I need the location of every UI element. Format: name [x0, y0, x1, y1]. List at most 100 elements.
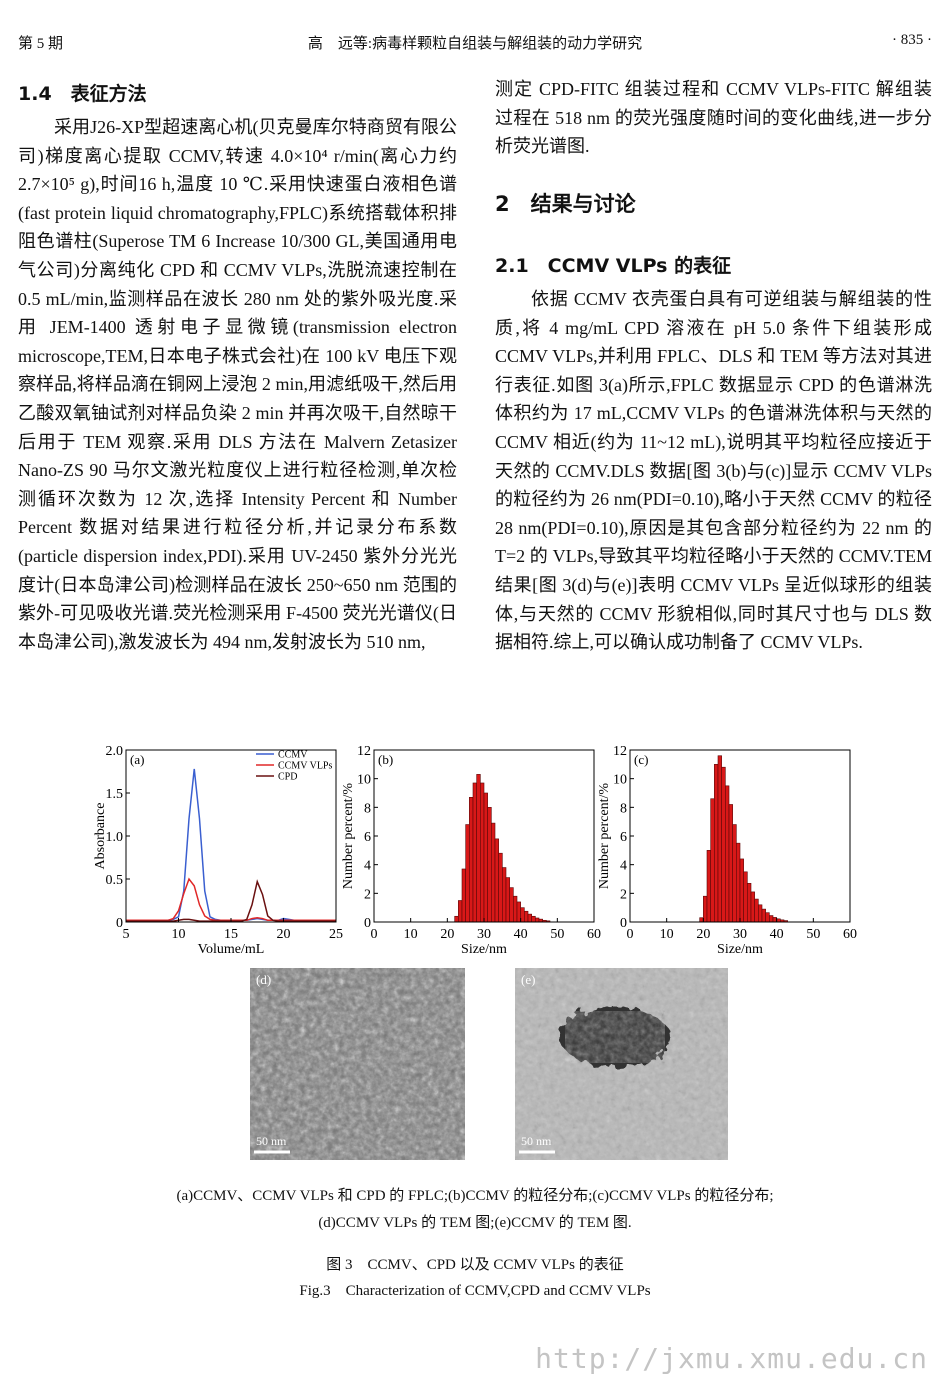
- bar: [535, 917, 540, 923]
- x-tick-label: 25: [329, 927, 343, 942]
- caption-panels: (d)CCMV VLPs 的 TEM 图;(e)CCMV 的 TEM 图.: [318, 1215, 632, 1231]
- bar: [458, 900, 463, 923]
- bar: [491, 822, 496, 923]
- data-line: [126, 877, 336, 922]
- paragraph: 测定 CPD-FITC 组装过程和 CCMV VLPs-FITC 解组装过程在 …: [495, 79, 932, 157]
- caption-title-cn: 图 3 CCMV、CPD 以及 CCMV VLPs 的表征: [326, 1257, 624, 1273]
- x-axis-label: Size/nm: [717, 942, 763, 957]
- bar: [765, 912, 770, 923]
- scale-label: 50 nm: [256, 1134, 287, 1148]
- bar: [747, 883, 752, 923]
- bar: [480, 782, 485, 923]
- x-tick-label: 20: [440, 927, 454, 942]
- bar: [509, 887, 514, 923]
- x-tick-label: 15: [224, 927, 238, 942]
- x-tick-label: 40: [514, 927, 528, 942]
- bar: [461, 868, 466, 923]
- section-heading: 1.4 表征方法: [18, 83, 147, 105]
- y-tick-label: 4: [364, 859, 371, 874]
- bar: [750, 891, 755, 923]
- bar: [476, 774, 481, 923]
- bar: [502, 867, 507, 923]
- bar: [772, 917, 777, 923]
- y-axis-label: Number percent/%: [597, 783, 612, 889]
- bar: [520, 907, 525, 923]
- subsection-heading: 2.1 CCMV VLPs 的表征: [495, 255, 732, 277]
- bar: [769, 915, 774, 923]
- y-tick-label: 2: [364, 887, 371, 902]
- y-tick-label: 1.0: [106, 830, 124, 845]
- y-tick-label: 0.5: [106, 873, 124, 888]
- y-tick-label: 2.0: [106, 744, 124, 759]
- y-axis-label: Number percent/%: [341, 783, 356, 889]
- bar: [754, 898, 759, 923]
- y-tick-label: 12: [357, 744, 371, 759]
- y-tick-label: 6: [620, 830, 627, 845]
- x-tick-label: 60: [843, 927, 857, 942]
- chart: 0 10 20 30 40 50 60 0 2 4 6 8 10 12 (b) Size/nm Number p…: [341, 744, 601, 957]
- bar: [472, 782, 477, 923]
- bar: [494, 838, 499, 923]
- bar: [732, 824, 737, 923]
- bar: [524, 910, 529, 923]
- x-axis-label: Size/nm: [461, 942, 507, 957]
- bar: [487, 807, 492, 923]
- caption-title-en: Fig.3 Characterization of CCMV,CPD and C…: [299, 1283, 651, 1299]
- bar: [513, 895, 518, 923]
- x-tick-label: 10: [660, 927, 674, 942]
- y-tick-label: 8: [620, 801, 627, 816]
- bar: [483, 792, 488, 923]
- bar: [505, 877, 510, 923]
- legend-label: CCMV: [278, 750, 308, 761]
- bar: [516, 901, 521, 923]
- bar: [703, 895, 708, 923]
- y-tick-label: 6: [364, 830, 371, 845]
- y-tick-label: 12: [613, 744, 627, 759]
- x-tick-label: 30: [733, 927, 747, 942]
- cluster-texture: [565, 1011, 665, 1063]
- x-tick-label: 10: [404, 927, 418, 942]
- header-issue: 第 5 期: [18, 36, 64, 52]
- bar: [758, 904, 763, 923]
- header-title: 高 远等:病毒样颗粒自组装与解组装的动力学研究: [307, 36, 643, 52]
- bar: [699, 917, 704, 923]
- footer-url: http://jxmu.xmu.edu.cn: [535, 1342, 928, 1375]
- bar: [531, 915, 536, 923]
- y-tick-label: 4: [620, 859, 627, 874]
- bar: [454, 915, 459, 923]
- bar: [710, 798, 715, 923]
- legend-label: CCMV VLPs: [278, 761, 332, 772]
- y-tick-label: 0: [116, 916, 123, 931]
- tem-image-d: (d) 50 nm: [250, 968, 465, 1160]
- bar: [743, 871, 748, 923]
- x-tick-label: 50: [806, 927, 820, 942]
- bar: [527, 913, 532, 923]
- header-page: · 835 ·: [892, 32, 932, 48]
- panel-label: (c): [634, 752, 648, 767]
- panel-label: (b): [378, 752, 393, 767]
- x-tick-label: 40: [770, 927, 784, 942]
- x-tick-label: 50: [550, 927, 564, 942]
- tem-image-e: (e) 50 nm: [515, 968, 728, 1160]
- bar: [498, 852, 503, 923]
- panel-label: (d): [256, 972, 271, 987]
- bar: [465, 824, 470, 923]
- bar: [728, 804, 733, 923]
- x-tick-label: 0: [371, 927, 378, 942]
- y-tick-label: 10: [357, 773, 371, 788]
- bar: [761, 908, 766, 923]
- bar: [725, 785, 730, 923]
- x-axis-label: Volume/mL: [198, 942, 265, 957]
- tem-texture: [250, 968, 465, 1160]
- section-heading: 2 结果与讨论: [495, 192, 636, 216]
- bar: [721, 766, 726, 923]
- x-tick-label: 60: [587, 927, 601, 942]
- y-axis-label: Absorbance: [93, 803, 108, 870]
- panel-label: (e): [521, 972, 535, 987]
- scale-label: 50 nm: [521, 1134, 552, 1148]
- legend-label: CPD: [278, 772, 297, 783]
- y-tick-label: 0: [620, 916, 627, 931]
